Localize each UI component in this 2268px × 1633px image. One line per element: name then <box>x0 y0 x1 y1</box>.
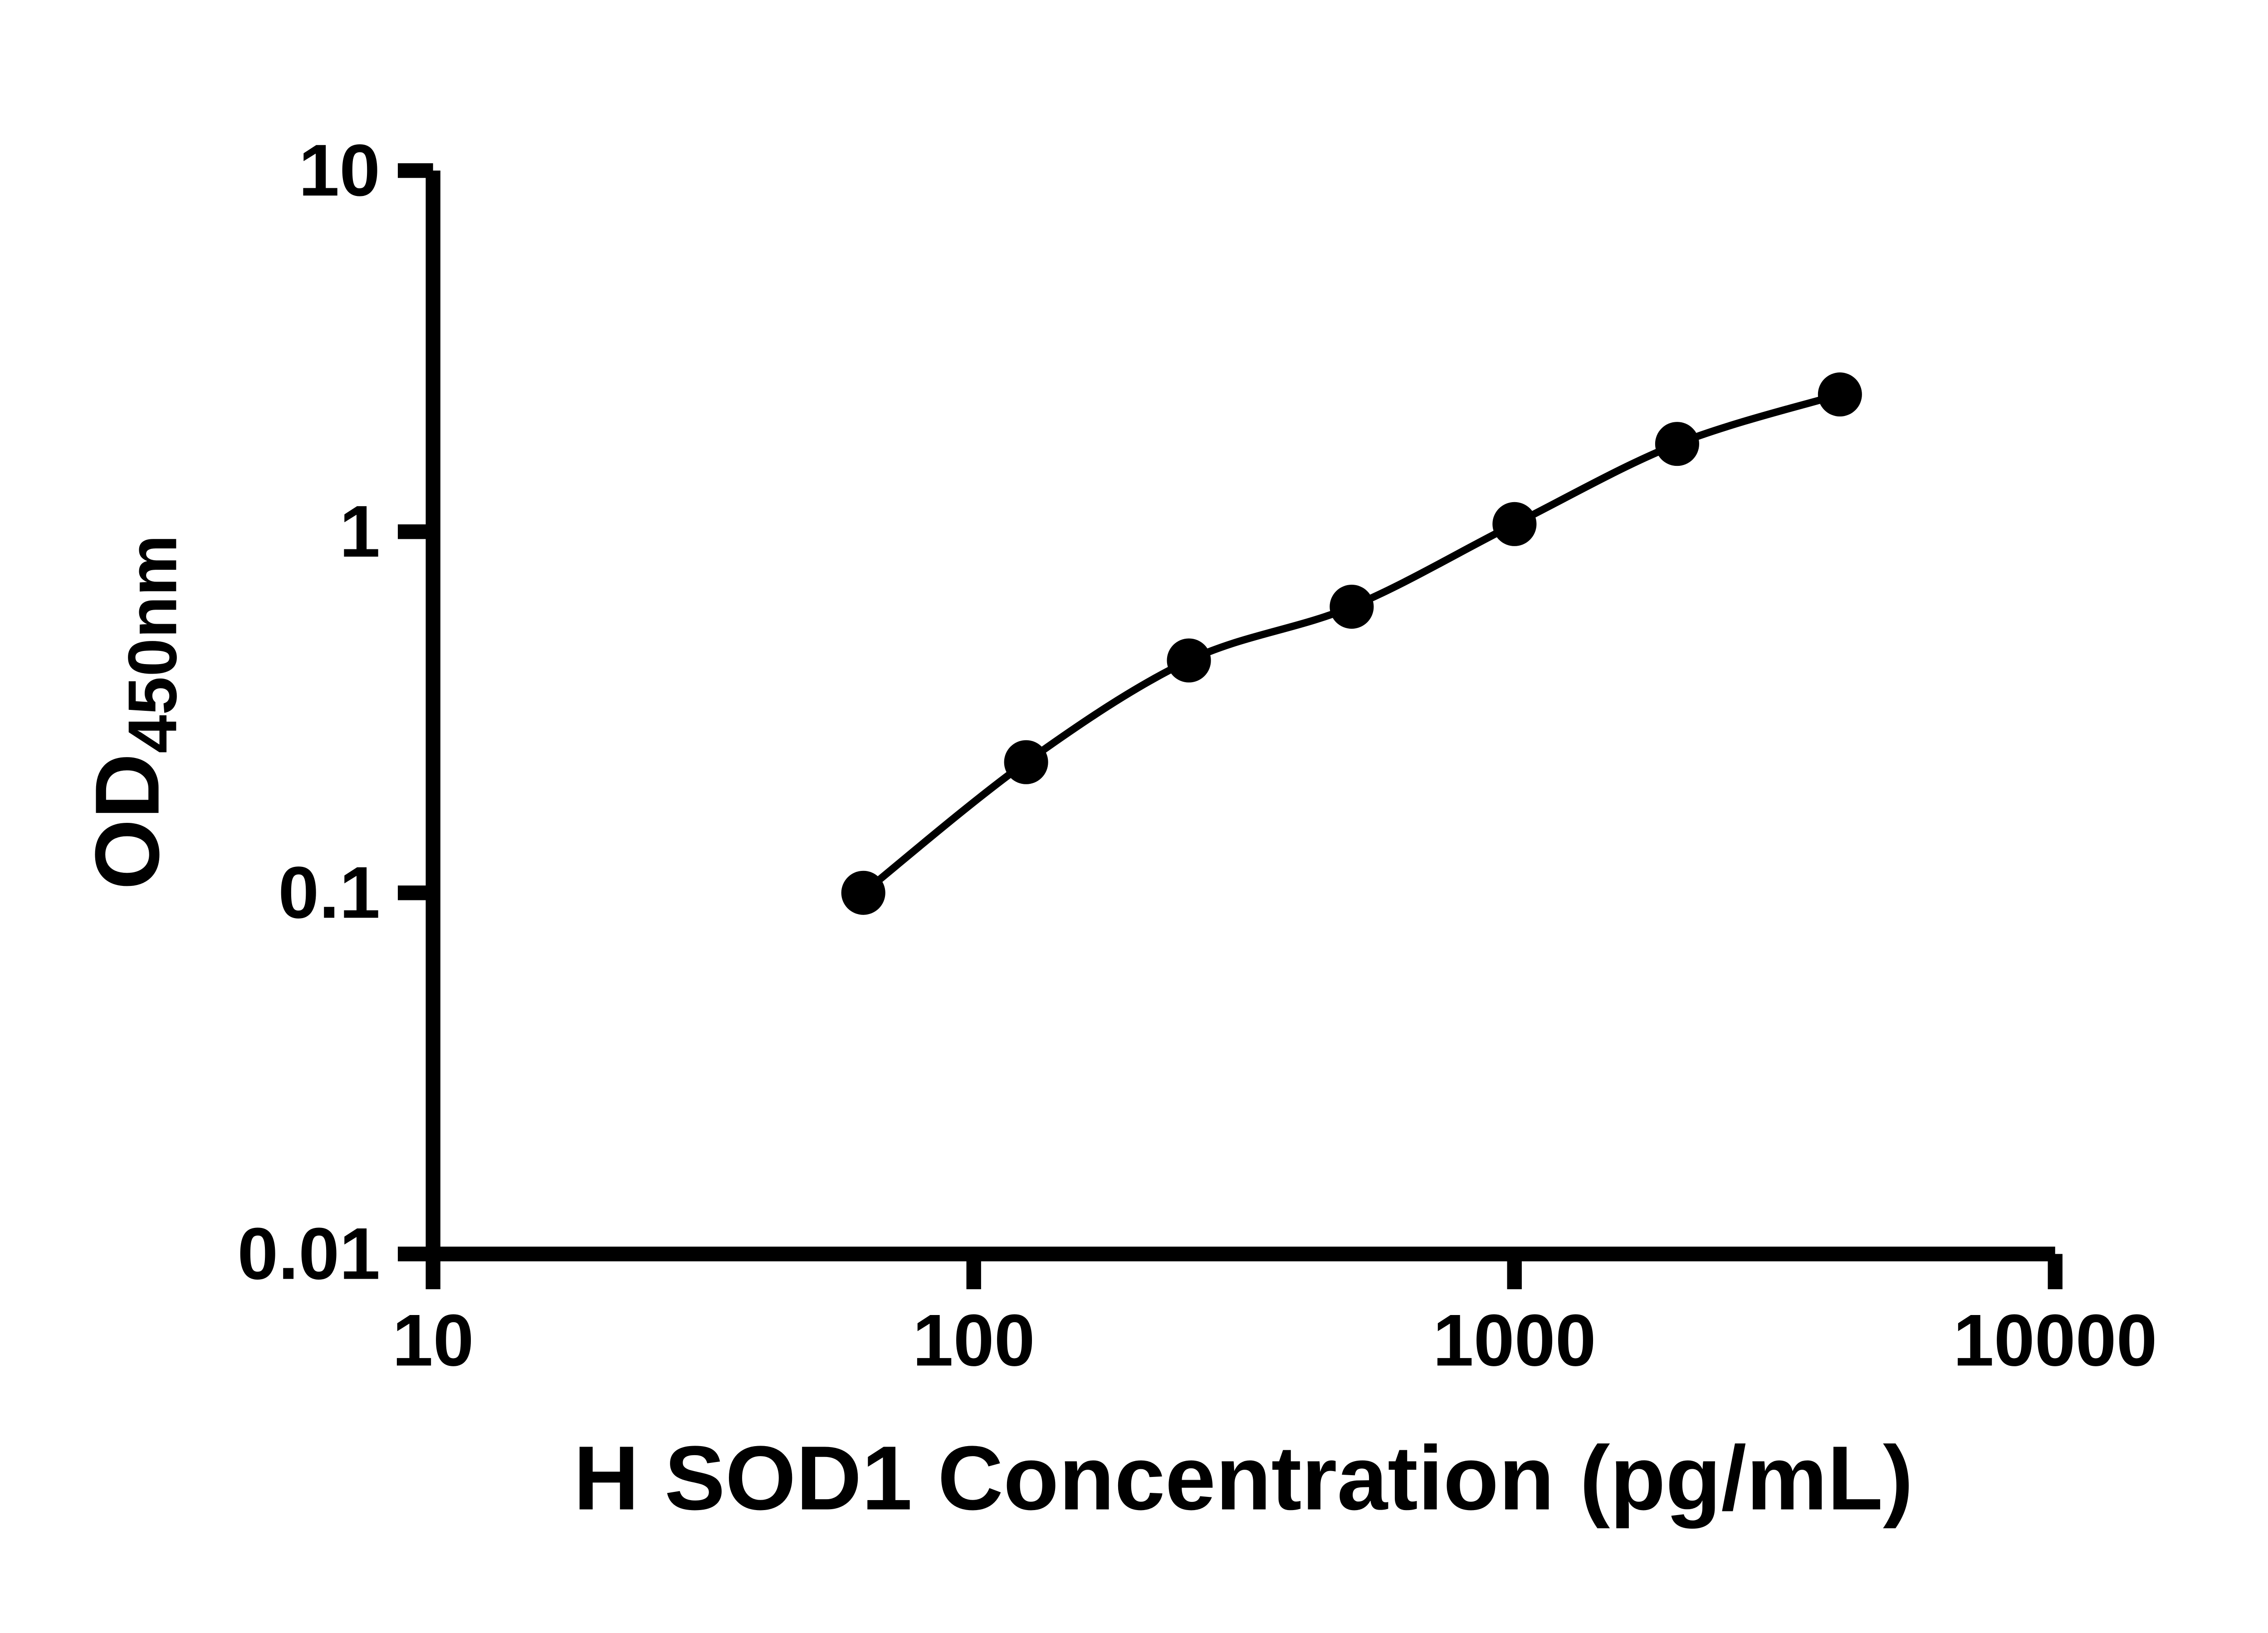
x-axis-tick-label: 10000 <box>1953 1300 2157 1381</box>
data-point <box>1818 372 1862 417</box>
data-point <box>1004 740 1048 784</box>
data-point <box>1492 502 1537 546</box>
x-axis-tick-label: 1000 <box>1433 1300 1596 1381</box>
y-axis-title-main: OD <box>76 753 178 890</box>
y-axis-tick-label: 10 <box>298 130 380 211</box>
axis-spine <box>425 171 2055 1261</box>
data-point <box>1330 584 1374 629</box>
y-axis-title-subscript: 450nm <box>114 535 191 753</box>
series-layer <box>841 372 1862 915</box>
y-axis-tick-label: 0.01 <box>237 1213 380 1295</box>
data-point <box>841 870 885 915</box>
y-axis-tick-label: 0.1 <box>278 852 380 934</box>
y-axis-tick-label: 1 <box>339 491 380 572</box>
axes-layer: 10 100 1000 10000 0.01 0.1 1 10 <box>237 130 2157 1381</box>
x-axis-title: H SOD1 Concentration (pg/mL) <box>573 1427 1913 1529</box>
fit-curve <box>861 391 1841 896</box>
data-point <box>1655 422 1699 466</box>
data-point <box>1167 638 1211 683</box>
x-axis-tick-label: 100 <box>913 1300 1035 1381</box>
x-axis-tick-label: 10 <box>392 1300 474 1381</box>
y-axis-title: OD450nm <box>76 535 191 890</box>
